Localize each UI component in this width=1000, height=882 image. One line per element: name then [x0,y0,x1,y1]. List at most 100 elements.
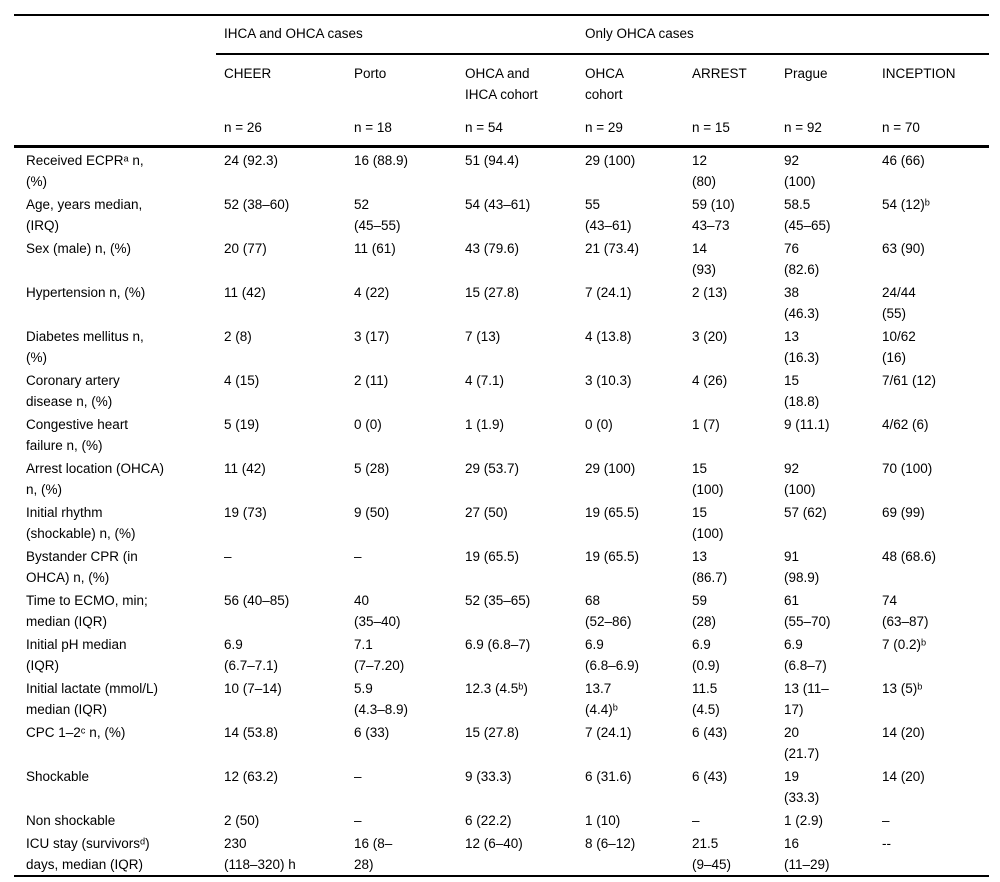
table-row: Coronary artery disease n, (%) 4 (15) 2 (1… [14,368,989,412]
sample-size-porto: n = 18 [346,112,457,148]
row-label: CPC 1–2ᶜ n, (%) [26,725,126,740]
table-row: ICU stay (survivorsᵈ) days, median (IQR)… [14,831,989,876]
column-header-ohca-ihca-cohort: OHCA and IHCA cohort [465,66,538,102]
group-header-ihca-and-ohca: IHCA and OHCA cases [216,15,578,55]
table-row: Received ECPRᵃ n, (%) 24 (92.3) 16 (88.9) 5… [14,147,989,193]
table-cell: 19 (33.3) [784,769,820,805]
table-cell: 59 (28) [692,593,717,629]
table-cell: 63 (90) [882,241,925,256]
table-cell: 7 (13) [465,329,501,344]
table-cell: 10 (7–14) [224,681,282,696]
table-row: Age, years median, (IRQ) 52 (38–60) 52 (45… [14,192,989,236]
row-label: Arrest location (OHCA) n, (%) [26,461,165,497]
table-cell: 14 (53.8) [224,725,279,740]
table-cell: 7 (0.2)ᵇ [882,637,927,652]
table-row: CPC 1–2ᶜ n, (%) 14 (53.8) 6 (33) 15 (27.8) 7… [14,720,989,764]
row-label: Shockable [26,769,90,784]
table-cell: 5 (19) [224,417,260,432]
sample-size-ohca-cohort: n = 29 [577,112,685,148]
table-cell: 14 (93) [692,241,717,277]
table-cell: 0 (0) [354,417,382,432]
table-cell: 27 (50) [465,505,508,520]
table-cell: 4 (13.8) [585,329,632,344]
table-cell: 12.3 (4.5ᵇ) [465,681,528,696]
table-cell: 15 (18.8) [784,373,820,409]
table-row: Sex (male) n, (%) 20 (77) 11 (61) 43 (79.6)… [14,236,989,280]
table-cell: 20 (21.7) [784,725,820,761]
row-label: Age, years median, (IRQ) [26,197,143,233]
table-cell: 5 (28) [354,461,390,476]
table-cell: 1 (2.9) [784,813,824,828]
table-row: Congestive heart failure n, (%) 5 (19) 0 (… [14,412,989,456]
sample-size-inception: n = 70 [874,112,990,148]
table-cell: 8 (6–12) [585,836,636,851]
table-cell: 70 (100) [882,461,933,476]
table-cell: 40 (35–40) [354,593,401,629]
column-header-cheer: CHEER [224,66,272,81]
table-cell: 2 (8) [224,329,252,344]
table-cell: 1 (1.9) [465,417,505,432]
table-cell: 4 (7.1) [465,373,505,388]
table-cell: -- [882,836,892,851]
table-cell: 2 (13) [692,285,728,300]
table-cell: 14 (20) [882,725,925,740]
table-cell: 13 (5)ᵇ [882,681,923,696]
table-cell: 230 (118–320) h [224,836,296,872]
table-cell: 59 (10) 43–73 [692,197,735,233]
header-corner-cell [14,15,216,54]
table-cell: 24/44 (55) [882,285,916,321]
table-cell: 7 (24.1) [585,725,632,740]
row-label: Coronary artery disease n, (%) [26,373,120,409]
table-cell: 6 (43) [692,769,728,784]
table-cell: 13 (16.3) [784,329,820,365]
table-cell: 74 (63–87) [882,593,929,629]
table-row: Diabetes mellitus n, (%) 2 (8) 3 (17) 7 (13… [14,324,989,368]
table-body: Received ECPRᵃ n, (%) 24 (92.3) 16 (88.9) 5… [14,147,989,877]
row-label: Congestive heart failure n, (%) [26,417,129,453]
table-cell: 48 (68.6) [882,549,937,564]
table-cell: 16 (11–29) [784,836,830,872]
table-cell: 68 (52–86) [585,593,632,629]
table-row: Initial lactate (mmol/L) median (IQR) 10 … [14,676,989,720]
table-cell: 6.9 (6.8–7) [465,637,531,652]
row-label: Bystander CPR (in OHCA) n, (%) [26,549,138,585]
column-header-arrest: ARREST [692,66,747,81]
table-cell: 16 (8– 28) [354,836,393,872]
table-row: Arrest location (OHCA) n, (%) 11 (42) 5 (2… [14,456,989,500]
column-header-prague: Prague [784,66,828,81]
table-cell: 9 (11.1) [784,417,830,432]
table-row: Time to ECMO, min; median (IQR) 56 (40–85… [14,588,989,632]
table-cell: 15 (100) [692,461,724,497]
table-cell: 12 (6–40) [465,836,523,851]
table-cell: 55 (43–61) [585,197,632,233]
header-corner-cell [14,112,216,148]
table-cell: 2 (50) [224,813,260,828]
table-cell: 69 (99) [882,505,925,520]
table-row: Bystander CPR (in OHCA) n, (%) – – 19 (65.5… [14,544,989,588]
group-header-only-ohca: Only OHCA cases [577,15,990,55]
table-cell: 11.5 (4.5) [692,681,720,717]
table-cell: 12 (63.2) [224,769,279,784]
study-name-row: CHEER Porto OHCA and IHCA cohort OHCA co… [14,54,989,112]
table-cell: 6 (31.6) [585,769,632,784]
table-cell: 12 (80) [692,153,717,189]
table-cell: 5.9 (4.3–8.9) [354,681,409,717]
row-label: Initial lactate (mmol/L) median (IQR) [26,681,159,717]
header-corner-cell [14,54,216,112]
table-cell: 91 (98.9) [784,549,820,585]
table-cell: 7.1 (7–7.20) [354,637,405,673]
sample-size-arrest: n = 15 [684,112,777,148]
table-cell: 19 (65.5) [585,505,640,520]
table-cell: 58.5 (45–65) [784,197,831,233]
table-cell: 4 (22) [354,285,390,300]
table-cell: 3 (10.3) [585,373,632,388]
table-cell: 13 (11– 17) [784,681,829,717]
table-cell: 43 (79.6) [465,241,520,256]
row-label: Hypertension n, (%) [26,285,146,300]
table-cell: 61 (55–70) [784,593,831,629]
table-cell: – [882,813,890,828]
table-cell: 2 (11) [354,373,389,388]
table-cell: 3 (17) [354,329,390,344]
table-cell: 0 (0) [585,417,613,432]
